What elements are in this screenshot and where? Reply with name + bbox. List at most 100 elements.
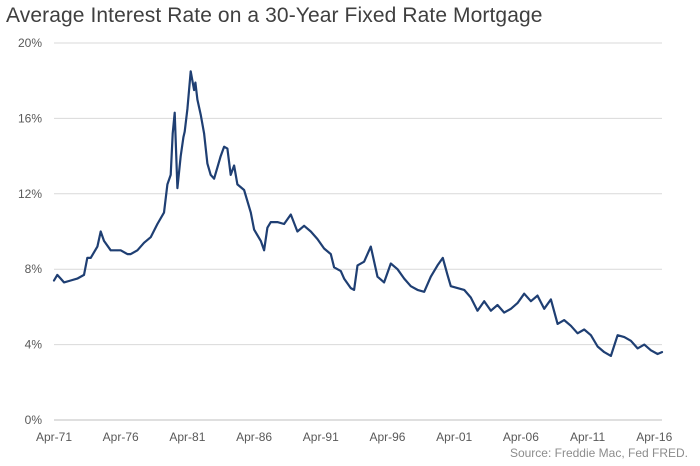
data-point <box>156 223 159 225</box>
data-point <box>463 289 466 291</box>
y-tick-label: 12% <box>18 187 42 201</box>
data-point <box>203 132 205 135</box>
y-tick-label: 0% <box>25 413 43 427</box>
data-point <box>363 260 365 263</box>
data-point <box>450 285 452 288</box>
data-point <box>490 309 492 312</box>
data-point <box>63 281 65 284</box>
data-point <box>296 230 299 233</box>
data-point <box>266 226 269 229</box>
x-tick-label: Apr-16 <box>636 430 672 444</box>
data-point <box>163 211 165 214</box>
data-point <box>316 238 319 240</box>
data-point <box>570 325 572 327</box>
data-point <box>193 89 195 91</box>
data-point <box>550 298 552 301</box>
data-point <box>643 343 646 346</box>
data-point <box>182 136 185 139</box>
data-point <box>416 289 419 291</box>
data-point <box>194 81 197 84</box>
data-point <box>56 274 59 276</box>
data-point <box>176 187 179 189</box>
data-point <box>330 253 332 255</box>
data-point <box>119 249 122 252</box>
x-tick-label: Apr-06 <box>503 430 539 444</box>
data-point <box>270 221 272 223</box>
data-point <box>283 223 285 225</box>
data-point <box>630 340 632 342</box>
data-point <box>656 353 659 355</box>
x-tick-label: Apr-01 <box>436 430 472 444</box>
data-point <box>423 291 426 293</box>
data-point <box>456 287 459 289</box>
data-point <box>390 262 392 265</box>
data-point <box>442 257 444 259</box>
data-point <box>343 277 345 280</box>
data-point <box>661 351 663 353</box>
chart-title: Average Interest Rate on a 30-Year Fixed… <box>6 4 543 27</box>
data-point <box>206 162 209 165</box>
y-tick-label: 16% <box>18 111 42 125</box>
data-point <box>383 281 385 284</box>
y-tick-label: 4% <box>25 338 43 352</box>
x-tick-label: Apr-86 <box>236 430 272 444</box>
y-tick-label: 20% <box>18 36 42 50</box>
x-tick-label: Apr-96 <box>369 430 405 444</box>
data-point <box>470 296 472 299</box>
data-point <box>229 174 232 176</box>
data-point <box>253 228 255 231</box>
data-point <box>109 249 112 252</box>
data-point <box>516 302 519 304</box>
source-note: Source: Freddie Mac, Fed FRED. <box>509 446 688 460</box>
data-point <box>503 311 506 314</box>
data-point <box>166 183 169 186</box>
data-point <box>149 236 152 238</box>
data-point <box>340 270 342 272</box>
data-point <box>483 300 486 303</box>
data-point <box>536 294 539 297</box>
data-point <box>260 240 262 242</box>
data-point <box>86 257 89 259</box>
data-point <box>233 164 235 167</box>
data-point <box>179 155 182 157</box>
data-point <box>370 245 372 248</box>
data-point <box>89 257 92 259</box>
data-point <box>171 132 174 135</box>
data-point <box>116 249 119 252</box>
data-point <box>143 242 145 244</box>
data-point <box>236 183 239 186</box>
data-point <box>129 253 132 255</box>
data-point <box>576 332 579 335</box>
data-point <box>636 347 639 350</box>
data-point <box>430 275 432 278</box>
x-tick-label: Apr-76 <box>103 430 139 444</box>
data-point <box>583 328 585 331</box>
data-point <box>226 147 229 150</box>
data-point <box>353 289 355 291</box>
data-point <box>136 249 139 252</box>
data-point <box>263 249 265 252</box>
series-line-0 <box>52 70 664 357</box>
data-point <box>196 98 199 101</box>
data-point <box>303 225 305 227</box>
data-point <box>186 108 189 110</box>
data-point <box>616 334 619 337</box>
data-point <box>543 308 545 310</box>
data-point <box>189 70 192 73</box>
data-point <box>69 279 72 282</box>
data-point <box>510 308 512 310</box>
data-point <box>243 189 245 191</box>
data-point <box>290 213 292 216</box>
data-point <box>523 292 525 295</box>
data-point <box>530 300 532 303</box>
data-point <box>209 174 212 176</box>
data-point <box>223 145 225 148</box>
data-point <box>350 287 352 289</box>
data-point <box>496 304 499 306</box>
data-point <box>76 277 79 280</box>
series-group <box>52 70 664 357</box>
data-point <box>403 277 406 280</box>
data-point <box>219 155 222 157</box>
data-point <box>410 285 412 288</box>
data-point <box>183 130 186 133</box>
